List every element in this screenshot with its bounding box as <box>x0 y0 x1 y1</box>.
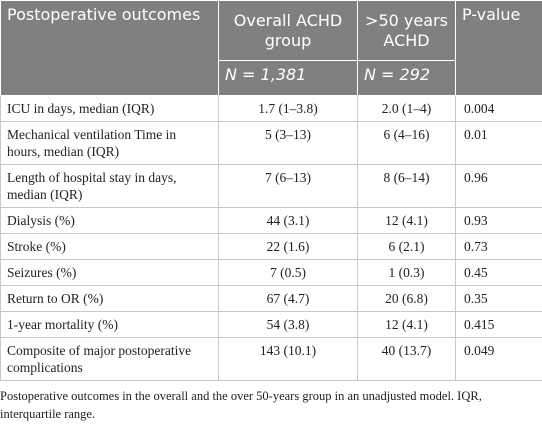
table-cell: 8 (6–14) <box>357 164 456 208</box>
table-cell: 6 (2.1) <box>357 233 456 260</box>
table-cell: ICU in days, median (IQR) <box>0 95 219 122</box>
table-cell: 0.01 <box>455 121 542 165</box>
table-row: Length of hospital stay in days, median … <box>0 164 542 208</box>
table-row: Mechanical ventilation Time in hours, me… <box>0 121 542 165</box>
table-cell: 12 (4.1) <box>357 207 456 234</box>
table-cell: Seizures (%) <box>0 259 219 286</box>
header-cell: P-value <box>455 0 542 96</box>
table-cell: 1-year mortality (%) <box>0 311 219 338</box>
table-cell: 54 (3.8) <box>218 311 358 338</box>
table-row: Seizures (%) 7 (0.5) 1 (0.3) 0.45 <box>0 259 542 286</box>
header-cell: N = 292 <box>357 60 456 96</box>
table-cell: 0.35 <box>455 285 542 312</box>
table-cell: 6 (4–16) <box>357 121 456 165</box>
table-row: Dialysis (%) 44 (3.1) 12 (4.1) 0.93 <box>0 207 542 234</box>
table-cell: 7 (0.5) <box>218 259 358 286</box>
table-cell: Stroke (%) <box>0 233 219 260</box>
footnote: Postoperative outcomes in the overall an… <box>0 389 482 421</box>
table-cell: 0.93 <box>455 207 542 234</box>
table-cell: 44 (3.1) <box>218 207 358 234</box>
header-cell: Postoperative outcomes <box>0 0 219 96</box>
table-cell: 1.7 (1–3.8) <box>218 95 358 122</box>
table-cell: Mechanical ventilation Time in hours, me… <box>0 121 219 165</box>
table-row: ICU in days, median (IQR) 1.7 (1–3.8) 2.0 … <box>0 95 542 122</box>
table-cell: 22 (1.6) <box>218 233 358 260</box>
table-cell: Dialysis (%) <box>0 207 219 234</box>
table-row: Composite of major postoperative complic… <box>0 337 542 381</box>
header-cell: Overall ACHD group <box>218 0 358 61</box>
table-cell: 20 (6.8) <box>357 285 456 312</box>
header-cell: >50 years ACHD <box>357 0 456 61</box>
table-cell: 1 (0.3) <box>357 259 456 286</box>
table-cell: 67 (4.7) <box>218 285 358 312</box>
table-cell: 7 (6–13) <box>218 164 358 208</box>
table-cell: 0.73 <box>455 233 542 260</box>
table-cell: Length of hospital stay in days, median … <box>0 164 219 208</box>
table-cell: 0.45 <box>455 259 542 286</box>
table-cell: 0.049 <box>455 337 542 381</box>
table-cell: 143 (10.1) <box>218 337 358 381</box>
table-row: 1-year mortality (%) 54 (3.8) 12 (4.1) 0.41… <box>0 311 542 338</box>
table-cell: 2.0 (1–4) <box>357 95 456 122</box>
table-cell: 0.96 <box>455 164 542 208</box>
table-cell: 12 (4.1) <box>357 311 456 338</box>
table-row: Stroke (%) 22 (1.6) 6 (2.1) 0.73 <box>0 233 542 260</box>
table-cell: 0.415 <box>455 311 542 338</box>
table-cell: Composite of major postoperative complic… <box>0 337 219 381</box>
table-cell: 40 (13.7) <box>357 337 456 381</box>
table-cell: Return to OR (%) <box>0 285 219 312</box>
table-row: Return to OR (%) 67 (4.7) 20 (6.8) 0.35 <box>0 285 542 312</box>
table-cell: 5 (3–13) <box>218 121 358 165</box>
table-body: ICU in days, median (IQR) 1.7 (1–3.8) 2.0 … <box>0 95 542 381</box>
outcomes-table: Postoperative outcomes Overall ACHD grou… <box>0 0 542 381</box>
table-cell: 0.004 <box>455 95 542 122</box>
header-cell: N = 1,381 <box>218 60 358 96</box>
